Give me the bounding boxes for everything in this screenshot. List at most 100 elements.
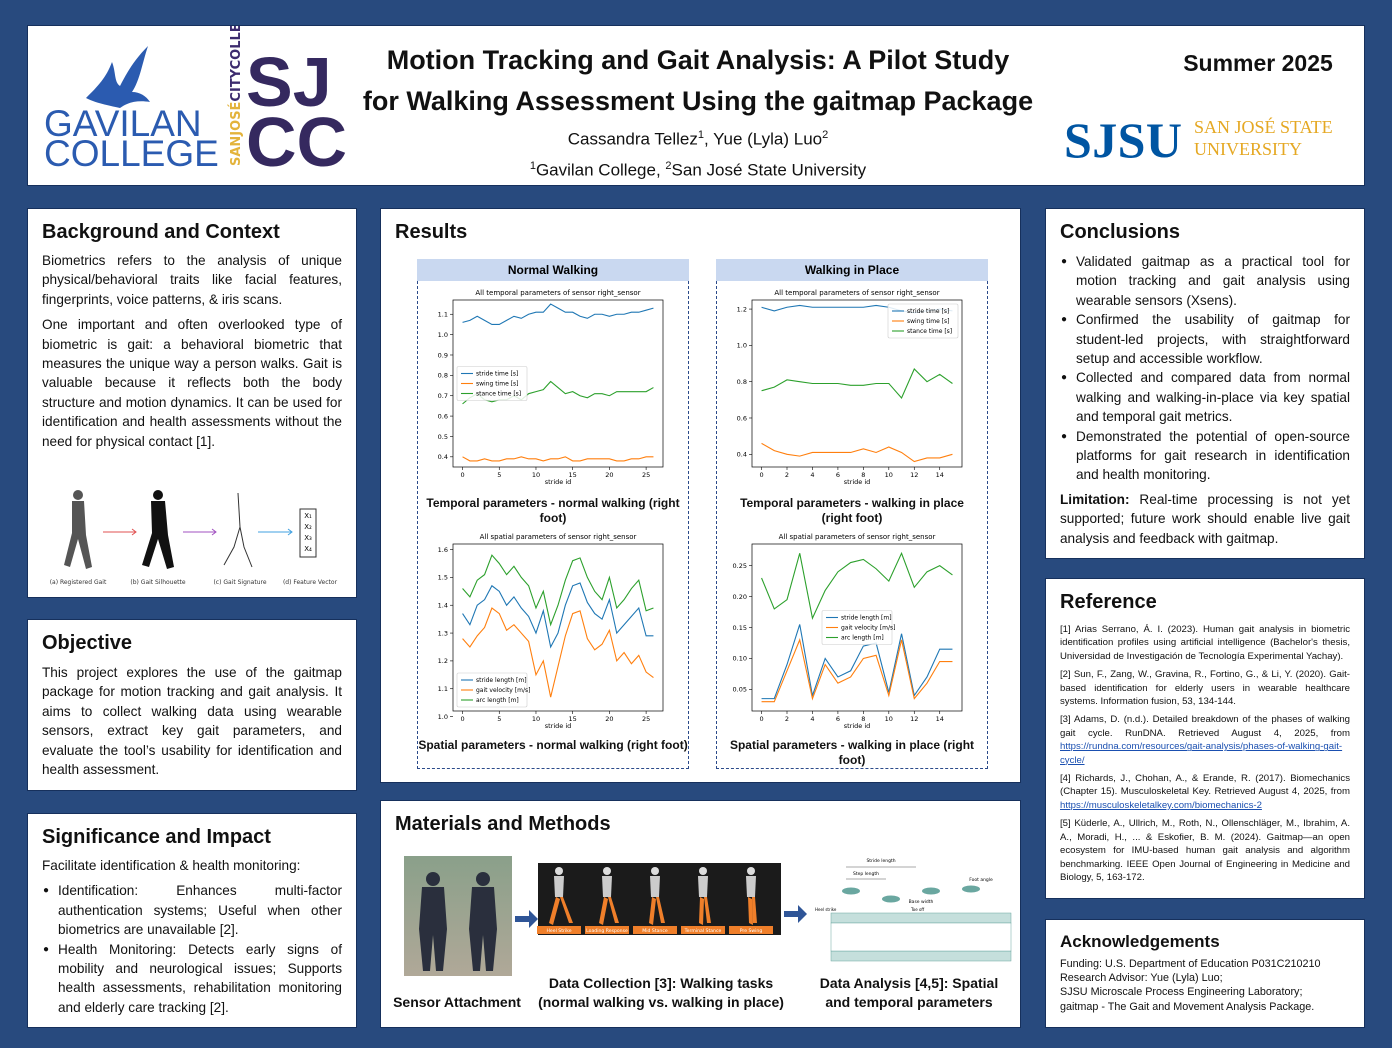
vector-entry: X₁ [304,512,312,520]
legend-label: swing time [s] [476,381,519,388]
series-line [761,551,953,621]
paragraph: This project explores the use of the gai… [42,665,342,778]
series-line [761,624,953,700]
ack-line: Funding: U.S. Department of Education P0… [1060,958,1321,970]
vector-entry: X₄ [304,545,312,553]
section-title: Reference [1060,591,1157,613]
figure-label: (d) Feature Vector [283,579,338,586]
affiliation-line: 1Gavilan College, 2San José State Univer… [328,153,1068,184]
phase-tag [585,926,629,934]
chart-title: All spatial parameters of sensor right_s… [480,533,637,541]
x-tick-label: 20 [605,471,613,479]
x-tick-label: 8 [861,715,865,723]
y-tick-label: 0.8 [438,372,448,380]
caption-line: Sensor Attachment [393,994,521,1010]
chart-caption: Temporal parameters - normal walking (ri… [426,496,680,525]
y-tick-label: 1.3 [438,629,448,637]
reference-text: [1] Arias Serrano, Á. I. (2023). Human g… [1060,624,1350,662]
arrow [183,528,217,536]
reference-link[interactable]: https://rundna.com/resources/gait-analys… [1060,741,1343,766]
section-title: Acknowledgements [1060,932,1220,951]
shape [554,876,564,897]
vector-box [299,508,317,558]
walker [549,867,573,925]
y-tick-label: 1.1 [438,311,448,319]
title-line: for Walking Assessment Using the gaitmap… [362,86,1034,116]
paragraph: One important and often overlooked type … [42,317,342,449]
y-tick-label: 1.4 [438,602,448,610]
title: Motion Tracking and Gait Analysis: A Pil… [328,40,1068,122]
header-art: GAVILAN COLLEGE SANJOSÉCITYCOLLEGE SJ CC… [44,26,1333,181]
vector-entry: X₃ [304,534,312,542]
label: Limitation: [1060,491,1130,507]
footprint [842,887,860,895]
shape [698,876,708,897]
section-title: Results [395,221,468,243]
bullet: Demonstrated the potential of open-sourc… [1061,427,1350,485]
legend-label: arc length [m] [841,635,884,642]
x-axis-label: stride id [545,722,572,730]
series-line [462,607,654,698]
section-title: Significance and Impact [42,826,271,848]
chart-caption: Temporal parameters - walking in place (… [740,496,964,525]
bullet: Confirmed the usability of gaitmap for s… [1061,310,1350,368]
legend-label: stride time [s] [476,371,518,378]
text: Real-time processing is not yet supporte… [1060,491,1350,546]
affiliation: Gavilan College, [535,160,666,180]
diagram-label: Base width [909,899,934,905]
shape [699,897,711,925]
affiliation: San José State University [671,160,867,180]
reference-link[interactable]: https://musculoskeletalkey.com/biomechan… [1060,799,1262,811]
x-tick-label: 6 [836,471,840,479]
section-title: Materials and Methods [395,813,611,835]
reference-text: [3] Adams, D. (n.d.). Detailed breakdown… [1060,714,1350,739]
x-tick-label: 14 [936,471,944,479]
shape [142,501,174,569]
superscript: 2 [665,159,672,172]
shape [748,897,757,925]
series-line [761,442,953,463]
shape [651,867,659,875]
authors: Cassandra Tellez1, Yue (Lyla) Luo2 1Gavi… [328,122,1068,183]
x-tick-label: 12 [910,471,918,479]
y-tick-label: 0.4 [438,453,448,461]
registered-gait [64,490,92,569]
phase-tag [729,926,773,934]
x-tick-label: 10 [885,715,893,723]
term: Summer 2025 [1183,50,1333,76]
plot-frame [452,299,664,468]
legend-label: stride time [s] [907,308,949,315]
caption-line: Data Collection [3]: Walking tasks [548,975,774,991]
phase-label: Pre Swing [740,928,763,934]
x-tick-label: 20 [605,715,613,723]
y-tick-label: 0.05 [733,686,747,694]
series-line [761,638,953,703]
y-tick-label: 0.6 [438,412,448,420]
legend-box [887,303,959,339]
phase-label: Terminal Stance [684,928,722,934]
legend-box [456,672,528,708]
x-tick-label: 0 [759,715,763,723]
gait-figure: X₁ X₂ X₃ X₄ (a) Registered Gait (b) Gait… [50,490,338,586]
line-chart: All spatial parameters of sensor right_s… [438,533,664,730]
reference-text: [4] Richards, J., Chohan, A., & Erande, … [1060,773,1350,798]
line-chart: All temporal parameters of sensor right_… [438,289,664,486]
background-panel: Background and Context Biometrics refers… [27,208,357,598]
y-tick-label: 1.2 [438,657,448,665]
logo-text: SANJOSÉCITYCOLLEGE [228,26,244,166]
y-tick-label: 1.0 [438,331,448,339]
objective-panel: Objective This project explores the use … [27,619,357,791]
column-header: Walking in Place [716,259,988,281]
chart-caption: Spatial parameters - normal walking (rig… [418,738,688,752]
x-tick-label: 4 [810,471,814,479]
bullet-list: Identification: Enhances multi-factor au… [42,881,342,1017]
x-tick-label: 5 [497,715,501,723]
logo-text: COLLEGE [44,133,219,174]
x-tick-label: 6 [836,715,840,723]
bullet: Identification: Enhances multi-factor au… [43,881,342,939]
methods-panel: Materials and Methods Heel Strike Loading… [380,800,1021,1028]
reference: [1] Arias Serrano, Á. I. (2023). Human g… [1060,623,1350,663]
bullet: Validated gaitmap as a practical tool fo… [1061,252,1350,310]
significance-panel: Significance and Impact Facilitate ident… [27,813,357,1028]
arrow [784,905,807,923]
